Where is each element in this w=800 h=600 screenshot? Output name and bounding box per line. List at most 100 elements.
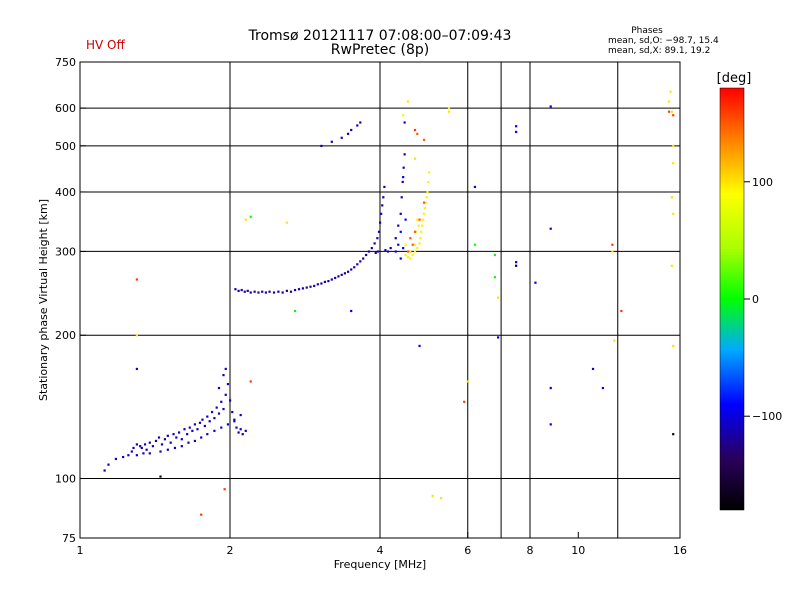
data-point: [672, 433, 675, 436]
data-point: [233, 420, 236, 423]
data-point: [240, 288, 243, 292]
data-point: [320, 282, 323, 285]
data-point: [672, 344, 675, 348]
data-point: [413, 128, 417, 132]
data-point: [340, 273, 343, 276]
data-point: [418, 218, 421, 221]
data-point: [376, 250, 380, 253]
data-point: [191, 429, 194, 432]
data-point: [404, 243, 407, 246]
data-point: [667, 100, 671, 103]
data-point: [418, 242, 421, 245]
y-tick-label: 75: [62, 532, 76, 545]
data-point: [402, 114, 405, 117]
data-point: [154, 439, 158, 443]
data-point: [173, 446, 177, 450]
y-tick-label: 500: [55, 140, 76, 153]
data-point: [534, 281, 537, 284]
data-point: [285, 289, 288, 292]
data-point: [422, 138, 426, 141]
data-point: [418, 344, 421, 348]
data-point: [193, 423, 197, 426]
colorbar-tick-label: −100: [752, 410, 782, 423]
data-point: [413, 250, 417, 253]
data-point: [163, 438, 167, 441]
data-point: [289, 290, 293, 293]
data-point: [320, 144, 323, 148]
data-point: [346, 270, 350, 273]
data-point: [237, 431, 240, 434]
data-point: [413, 243, 417, 246]
x-tick-label: 2: [227, 544, 234, 557]
data-point: [309, 285, 312, 288]
data-point: [208, 420, 211, 423]
data-point: [669, 90, 672, 93]
data-point: [235, 426, 238, 429]
data-point: [215, 406, 218, 409]
data-point: [346, 132, 350, 135]
data-point: [343, 272, 347, 275]
colorbar-tick-label: 100: [752, 176, 773, 189]
data-point: [549, 386, 552, 390]
data-point: [337, 275, 340, 278]
data-point: [226, 423, 230, 426]
y-axis-ticks: 75 100 200 300 400 500 600 750: [55, 56, 86, 545]
data-point: [515, 125, 518, 128]
data-point: [496, 296, 500, 299]
data-point: [439, 497, 443, 500]
data-point: [233, 418, 236, 421]
data-point: [180, 438, 183, 441]
data-point: [367, 250, 371, 253]
data-point: [169, 441, 172, 444]
data-point: [244, 218, 247, 221]
data-point: [389, 247, 392, 250]
x-tick-label: 8: [527, 544, 534, 557]
data-point: [217, 386, 221, 390]
data-point: [244, 429, 247, 432]
data-point: [253, 290, 256, 293]
data-point: [400, 196, 403, 199]
data-point: [466, 380, 469, 383]
data-point: [159, 475, 162, 478]
data-points: [103, 90, 675, 516]
data-point: [135, 334, 138, 337]
data-point: [422, 218, 425, 221]
data-point: [411, 243, 414, 246]
data-point: [549, 227, 552, 230]
data-point: [365, 253, 368, 257]
data-point: [243, 290, 246, 293]
data-point: [103, 469, 106, 472]
data-point: [224, 393, 227, 396]
data-point: [226, 382, 230, 386]
data-point: [425, 196, 428, 199]
data-point: [239, 413, 242, 417]
data-point: [411, 253, 414, 257]
chart-title: Tromsø 20121117 07:08:00–07:09:43: [248, 28, 512, 44]
y-tick-label: 100: [55, 473, 76, 486]
data-point: [409, 237, 412, 240]
data-point: [323, 280, 327, 283]
data-point: [463, 400, 466, 403]
data-point: [382, 196, 385, 199]
data-point: [157, 436, 161, 439]
data-point: [249, 215, 252, 218]
data-point: [160, 443, 164, 446]
data-point: [200, 513, 203, 516]
data-point: [356, 263, 359, 266]
data-point: [493, 276, 497, 279]
data-point: [166, 448, 169, 451]
data-point: [172, 433, 175, 436]
data-point: [206, 415, 209, 418]
grid-lines: [80, 62, 680, 538]
data-point: [135, 454, 138, 457]
colorbar-label: [deg]: [717, 71, 752, 86]
data-point: [180, 445, 183, 448]
data-point: [175, 436, 178, 439]
data-point: [231, 410, 234, 414]
data-point: [403, 121, 406, 124]
data-point: [107, 463, 110, 466]
data-point: [406, 256, 410, 259]
data-point: [416, 218, 419, 221]
data-point: [413, 230, 417, 233]
data-point: [422, 201, 426, 204]
